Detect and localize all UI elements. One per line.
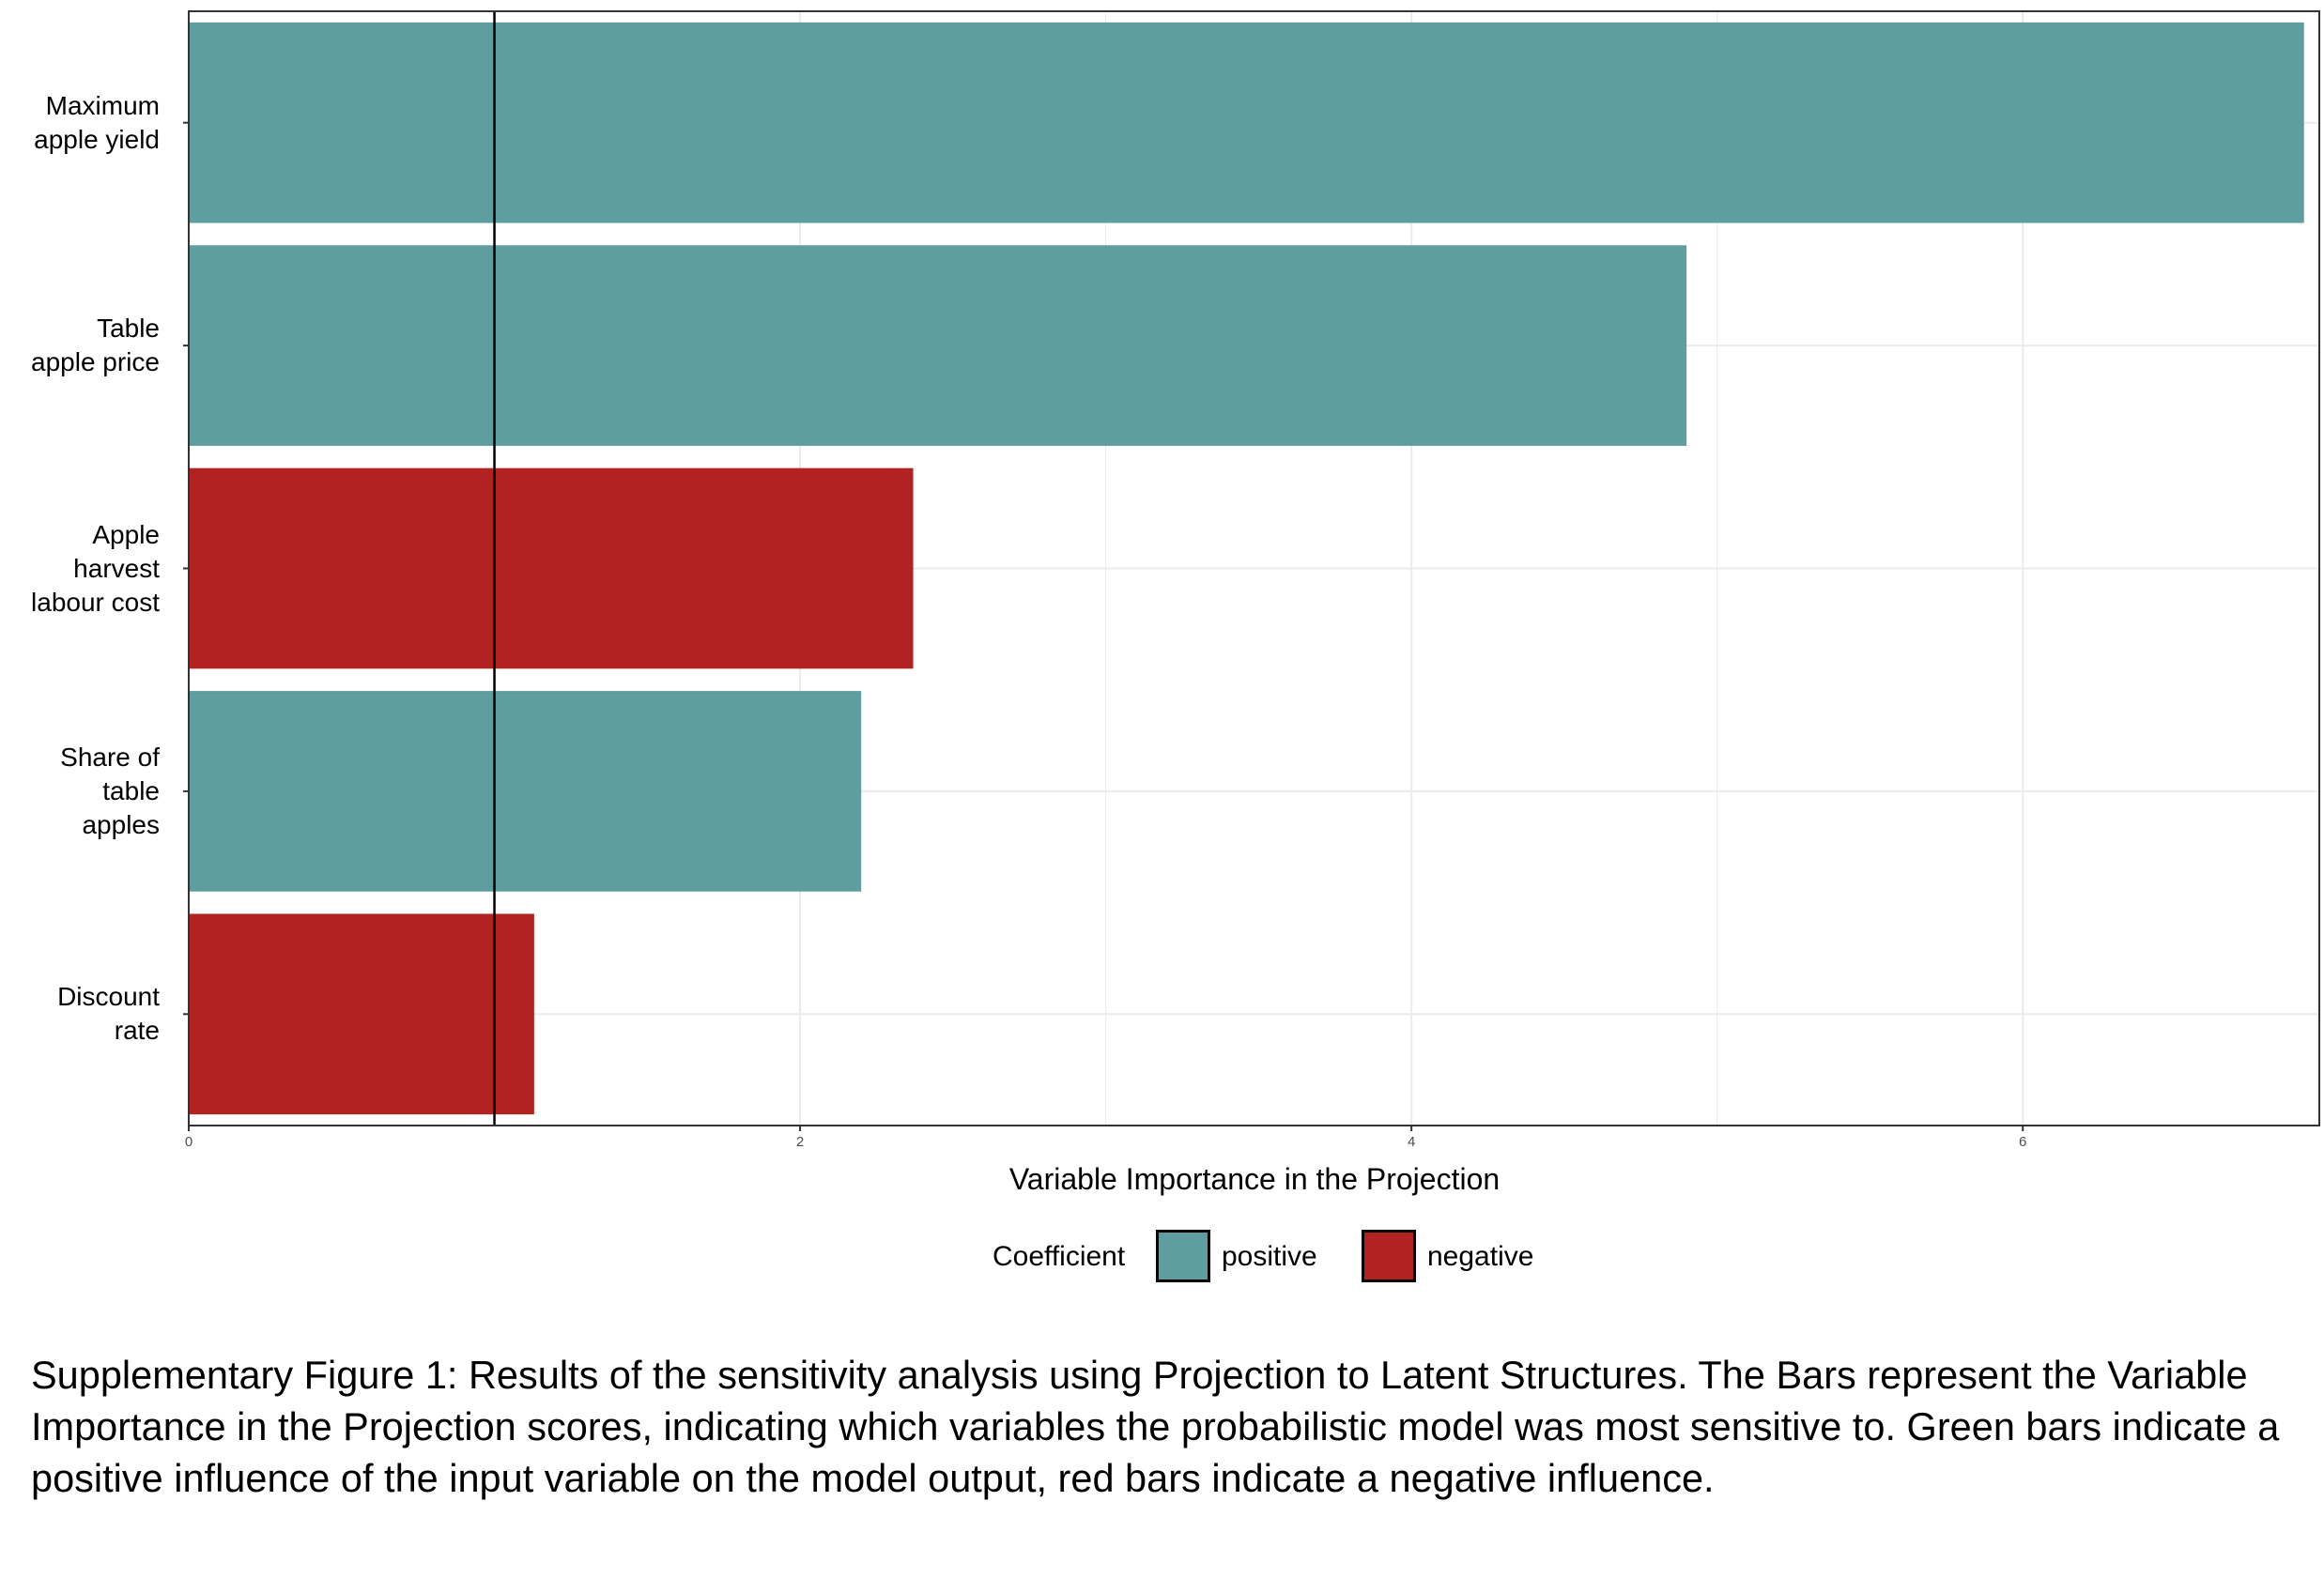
category-label: Maximum apple yield: [34, 90, 160, 154]
category-label: Discount rate: [57, 982, 160, 1046]
x-tick-label: 0: [185, 1134, 192, 1150]
legend-title: Coefficient: [993, 1241, 1126, 1272]
legend-label-negative: negative: [1427, 1241, 1534, 1272]
bar-positive: [189, 691, 862, 892]
category-label: Apple harvest labour cost: [31, 519, 160, 617]
legend: Coefficient positive negative: [0, 1230, 2324, 1286]
category-label: Share of table apples: [60, 742, 160, 839]
legend-label-positive: positive: [1222, 1241, 1317, 1272]
legend-key-positive: [1156, 1230, 1210, 1282]
x-tick-label: 2: [796, 1134, 804, 1150]
bars: [189, 22, 2304, 1115]
x-tick-label: 6: [2019, 1134, 2026, 1150]
axis-ticks: 0 2 4 6: [183, 121, 2026, 1150]
bar-negative: [189, 467, 914, 669]
vip-bar-chart: 0 2 4 6: [183, 10, 2320, 1150]
bar-positive: [189, 22, 2304, 223]
legend-key-negative: [1362, 1230, 1416, 1282]
x-tick-label: 4: [1408, 1134, 1415, 1150]
category-label: Table apple price: [31, 314, 160, 377]
x-axis-title: Variable Importance in the Projection: [1008, 1162, 1501, 1196]
bar-negative: [189, 913, 534, 1115]
figure-caption: Supplementary Figure 1: Results of the s…: [31, 1353, 2280, 1500]
bar-positive: [189, 245, 1687, 446]
